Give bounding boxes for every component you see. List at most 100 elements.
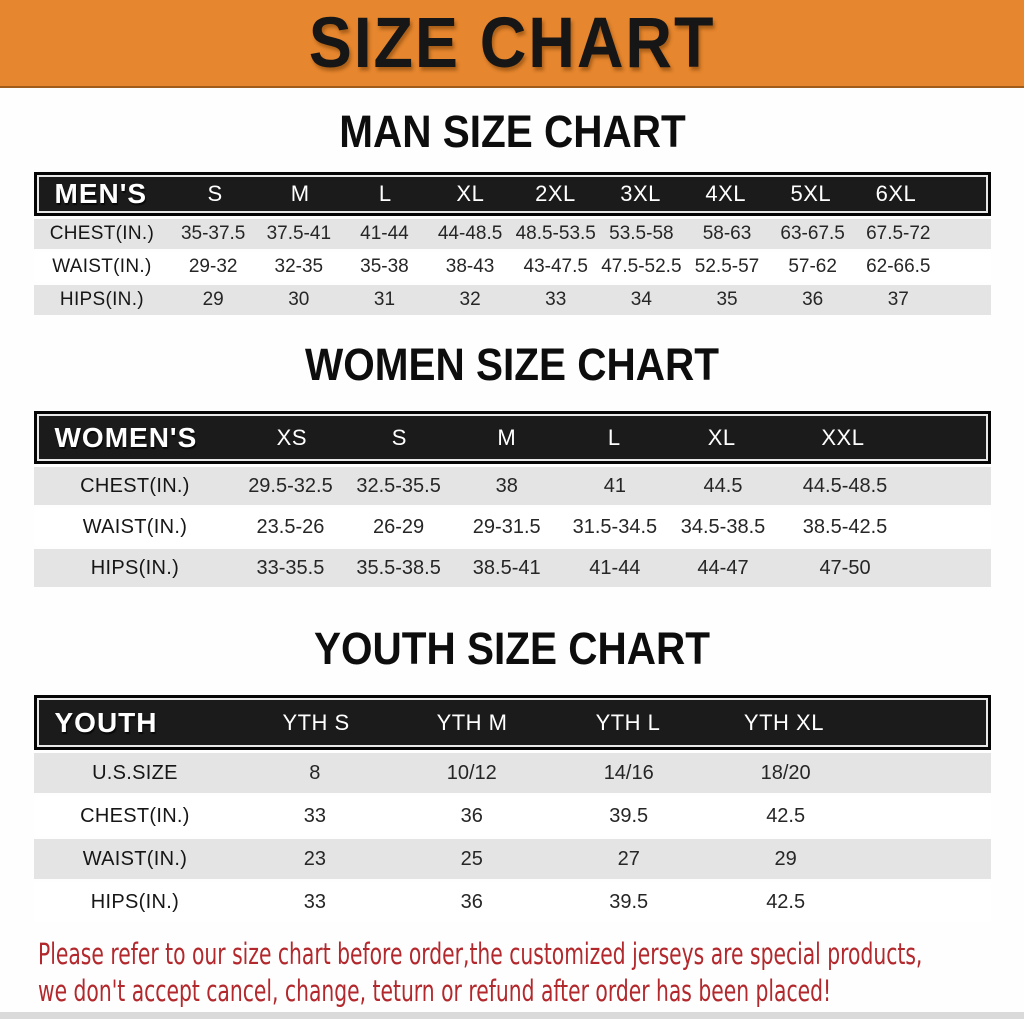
table-cell: 62-66.5: [866, 256, 931, 277]
table-cell: 33: [303, 804, 326, 827]
banner: SIZE CHART: [0, 0, 1024, 88]
table-cell: 38-43: [445, 256, 495, 277]
youth-ussize-row: U.S.SIZE 8 10/12 14/16 18/20: [33, 753, 991, 793]
table-cell: 32.5-35.5: [356, 474, 441, 497]
table-cell: 39.5: [609, 804, 649, 827]
table-cell: 27: [617, 847, 640, 870]
size-column-header: 2XL: [535, 181, 576, 206]
table-cell: 44-48.5: [437, 223, 503, 244]
size-column-header: 6XL: [875, 181, 917, 206]
table-cell: 31: [373, 289, 396, 310]
table-cell: 29: [774, 847, 797, 870]
size-column-header: M: [290, 181, 310, 206]
table-cell: 29-32: [188, 256, 238, 277]
size-column-header: YTH L: [595, 709, 661, 735]
youth-table-title: YOUTH: [54, 706, 158, 738]
man-size-table: MEN'S S M L XL 2XL 3XL 4XL 5XL 6XL CHEST…: [33, 172, 991, 315]
women-table-title: WOMEN'S: [54, 421, 198, 453]
women-chest-row: CHEST(IN.) 29.5-32.5 32.5-35.5 38 41 44.…: [33, 467, 991, 505]
table-cell: 42.5: [766, 890, 806, 913]
disclaimer-line-1: Please refer to our size chart before or…: [38, 937, 923, 971]
youth-size-table: YOUTH YTH S YTH M YTH L YTH XL U.S.SIZE …: [33, 695, 991, 922]
table-cell: 29.5-32.5: [248, 474, 333, 497]
size-column-header: 4XL: [705, 181, 747, 206]
table-cell: 52.5-57: [694, 256, 760, 277]
women-table-header-row: WOMEN'S XS S M L XL XXL: [33, 411, 991, 464]
table-cell: 29-31.5: [472, 515, 541, 538]
table-cell: 36: [460, 804, 483, 827]
man-table-header-row: MEN'S S M L XL 2XL 3XL 4XL 5XL 6XL: [33, 172, 991, 216]
row-label: WAIST(IN.): [82, 515, 188, 538]
table-cell: 44-47: [697, 556, 749, 579]
size-column-header: XL: [456, 181, 485, 206]
size-column-header: S: [391, 424, 407, 450]
table-cell: 67.5-72: [866, 223, 931, 244]
table-cell: 41: [603, 474, 626, 497]
size-column-header: 3XL: [620, 181, 661, 206]
table-cell: 38: [495, 474, 518, 497]
man-chart-heading-text: MAN SIZE CHART: [338, 106, 686, 157]
youth-chest-row: CHEST(IN.) 33 36 39.5 42.5: [33, 796, 991, 836]
table-cell: 36: [460, 890, 483, 913]
man-chart-heading: MAN SIZE CHART: [0, 108, 1024, 156]
table-cell: 18/20: [760, 761, 811, 784]
table-cell: 33-35.5: [256, 556, 325, 579]
table-cell: 48.5-53.5: [515, 223, 596, 244]
table-cell: 35.5-38.5: [356, 556, 441, 579]
table-cell: 14/16: [603, 761, 654, 784]
size-column-header: XL: [707, 424, 736, 450]
table-cell: 43-47.5: [523, 256, 588, 277]
table-cell: 8: [309, 761, 321, 784]
table-cell: 57-62: [788, 256, 837, 277]
row-label: HIPS(IN.): [90, 890, 180, 913]
disclaimer-line-2: we don't accept cancel, change, teturn o…: [38, 974, 832, 1008]
table-cell: 34.5-38.5: [680, 515, 766, 538]
table-cell: 23: [303, 847, 326, 870]
size-column-header: XXL: [821, 424, 865, 450]
man-size-chart-section: MAN SIZE CHART MEN'S S M L XL 2XL 3XL 4X…: [0, 108, 1024, 315]
women-size-table: WOMEN'S XS S M L XL XXL CHEST(IN.) 29.5-…: [33, 411, 991, 587]
table-cell: 35: [716, 289, 738, 310]
size-column-header: L: [607, 424, 621, 450]
size-column-header: YTH XL: [743, 709, 824, 735]
table-cell: 47-50: [819, 556, 871, 579]
table-cell: 35-38: [360, 256, 409, 277]
women-waist-row: WAIST(IN.) 23.5-26 26-29 29-31.5 31.5-34…: [33, 508, 991, 546]
table-cell: 33: [303, 890, 326, 913]
man-table-title: MEN'S: [54, 178, 148, 209]
table-cell: 44.5: [703, 474, 743, 497]
table-cell: 37.5-41: [266, 223, 332, 244]
youth-waist-row: WAIST(IN.) 23 25 27 29: [33, 839, 991, 879]
table-cell: 35-37.5: [180, 223, 246, 244]
size-column-header: 5XL: [790, 181, 832, 206]
table-cell: 23.5-26: [256, 515, 325, 538]
table-cell: 30: [288, 289, 310, 310]
row-label: CHEST(IN.): [80, 474, 190, 497]
table-cell: 47.5-52.5: [601, 256, 682, 277]
table-cell: 41-44: [360, 223, 409, 244]
table-cell: 36: [802, 289, 824, 310]
table-cell: 32-35: [274, 256, 324, 277]
women-hips-row: HIPS(IN.) 33-35.5 35.5-38.5 38.5-41 41-4…: [33, 549, 991, 587]
youth-table-header-row: YOUTH YTH S YTH M YTH L YTH XL: [33, 695, 991, 750]
banner-title: SIZE CHART: [308, 3, 716, 83]
disclaimer: Please refer to our size chart before or…: [38, 936, 1024, 1010]
table-cell: 25: [460, 847, 483, 870]
size-column-header: S: [207, 181, 223, 206]
table-cell: 31.5-34.5: [572, 515, 658, 538]
women-chart-heading-text: WOMEN SIZE CHART: [304, 339, 719, 390]
table-cell: 34: [630, 289, 652, 310]
table-cell: 44.5-48.5: [802, 474, 888, 497]
table-cell: 38.5-42.5: [802, 515, 888, 538]
bottom-edge-strip: [0, 1012, 1024, 1019]
size-column-header: YTH S: [282, 709, 350, 735]
women-size-chart-section: WOMEN SIZE CHART WOMEN'S XS S M L XL XXL…: [0, 341, 1024, 587]
table-cell: 42.5: [766, 804, 806, 827]
table-cell: 41-44: [589, 556, 641, 579]
table-cell: 37: [887, 289, 909, 310]
youth-chart-heading: YOUTH SIZE CHART: [0, 625, 1024, 673]
row-label: CHEST(IN.): [49, 223, 155, 244]
row-label: CHEST(IN.): [80, 804, 190, 827]
row-label: HIPS(IN.): [59, 289, 144, 310]
